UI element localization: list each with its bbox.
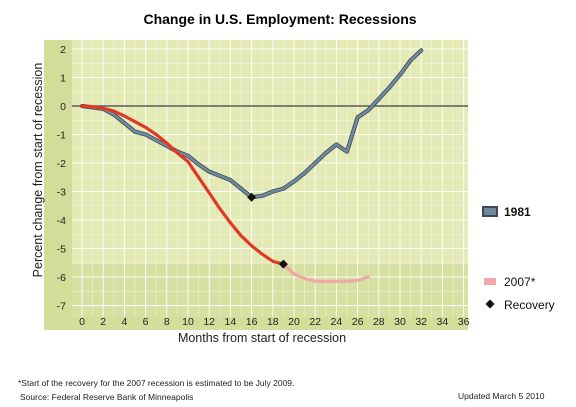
y-tick-label: 1	[60, 73, 66, 85]
recovery-marker-2007	[278, 259, 288, 269]
y-tick-label: -1	[57, 130, 66, 142]
source-note: Source: Federal Reserve Bank of Minneapo…	[20, 392, 194, 402]
x-tick-labels: 0 2 4 6 8 10 12 14 16 18 20 22 24 26 28 30 32 34 36	[79, 316, 470, 328]
x-tick-label: 10	[182, 316, 194, 328]
x-tick-label: 32	[415, 316, 427, 328]
x-tick-label: 36	[458, 316, 470, 328]
legend-recovery-marker	[485, 299, 495, 309]
x-axis-label: Months from start of recession	[178, 331, 346, 345]
x-tick-label: 16	[246, 316, 258, 328]
y-tick-label: -7	[57, 301, 66, 313]
y-tick-label: -4	[57, 215, 66, 227]
x-tick-label: 2	[100, 316, 106, 328]
x-tick-label: 22	[309, 316, 321, 328]
x-tick-label: 26	[352, 316, 364, 328]
x-tick-label: 4	[121, 316, 127, 328]
y-tick-label: -3	[57, 187, 66, 199]
footnote: *Start of the recovery for the 2007 rece…	[18, 378, 295, 388]
series-2007-projected-line	[281, 262, 370, 283]
x-tick-label: 34	[437, 316, 449, 328]
x-tick-label: 14	[225, 316, 237, 328]
x-tick-label: 30	[394, 316, 406, 328]
chart-title: Change in U.S. Employment: Recessions	[143, 11, 416, 27]
legend-label-1981: 1981	[504, 205, 531, 219]
legend-swatch-2007*	[484, 278, 496, 285]
y-tick-label: 2	[60, 44, 66, 56]
legend-label-Recovery: Recovery	[504, 298, 555, 312]
series-2007-line	[80, 104, 285, 266]
y-tick-label: 0	[60, 101, 66, 113]
recovery-marker-1981	[247, 192, 257, 202]
y-tick-label: -6	[57, 272, 66, 284]
x-tick-label: 12	[203, 316, 215, 328]
x-tick-label: 24	[331, 316, 343, 328]
x-tick-label: 20	[288, 316, 300, 328]
y-tick-labels: 2 1 0 -1 -2 -3 -4 -5 -6 -7	[57, 44, 67, 313]
plot-background	[44, 40, 468, 330]
y-tick-label: -2	[57, 158, 66, 170]
recovery-markers	[247, 192, 288, 269]
x-tick-label: 8	[164, 316, 170, 328]
x-tick-label: 6	[143, 316, 149, 328]
legend: 1981 2007* Recovery	[482, 205, 555, 312]
y-axis-label: Percent change from start of recession	[31, 63, 45, 278]
updated-note: Updated March 5 2010	[458, 391, 545, 401]
legend-swatch-1981	[484, 208, 496, 215]
legend-label-2007*: 2007*	[504, 275, 536, 289]
x-tick-label: 0	[79, 316, 85, 328]
x-tick-label: 18	[267, 316, 279, 328]
y-tick-label: -5	[57, 244, 66, 256]
x-tick-label: 28	[373, 316, 385, 328]
plot-bg-lower-band	[44, 264, 468, 330]
